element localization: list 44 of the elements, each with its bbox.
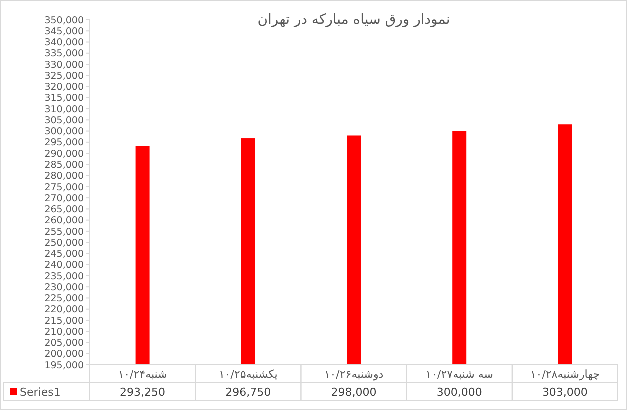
y-tick-label: 285,000 (44, 160, 84, 171)
y-tick-label: 195,000 (44, 360, 84, 372)
y-tick-label: 265,000 (44, 204, 84, 216)
y-tick-label: 350,000 (44, 15, 84, 26)
y-tick-label: 210,000 (44, 326, 84, 338)
y-tick-label: 235,000 (44, 271, 84, 282)
y-tick-label: 200,000 (44, 349, 84, 360)
y-tick-label: 305,000 (44, 115, 84, 126)
legend-label: Series1 (20, 386, 61, 399)
y-tick-label: 220,000 (44, 304, 84, 316)
y-tick-label: 230,000 (44, 282, 84, 294)
data-label: 298,000 (331, 386, 377, 399)
y-tick-label: 215,000 (44, 316, 84, 327)
y-tick-label: 310,000 (44, 104, 84, 116)
y-tick-label: 260,000 (44, 216, 84, 227)
x-tick-label: چهارشنبه۱۰/۲۸ (530, 368, 600, 381)
y-tick-label: 345,000 (44, 26, 84, 38)
y-tick-label: 245,000 (44, 249, 84, 260)
y-tick-label: 300,000 (44, 126, 84, 138)
x-tick-label: سه شنبه۱۰/۲۷ (426, 368, 494, 381)
x-tick-label: شنبه۱۰/۲۴ (118, 368, 168, 381)
y-tick-label: 205,000 (44, 338, 84, 350)
data-label: 300,000 (436, 386, 482, 399)
y-tick-label: 290,000 (44, 148, 84, 160)
y-tick-label: 330,000 (44, 60, 84, 71)
y-tick-label: 270,000 (44, 193, 84, 204)
data-label: 296,750 (226, 386, 272, 399)
y-tick-label: 340,000 (44, 38, 84, 49)
x-tick-label: دوشنبه۱۰/۲۶ (324, 368, 384, 381)
y-tick-label: 240,000 (44, 260, 84, 272)
data-label: 303,000 (542, 386, 588, 399)
y-tick-label: 315,000 (44, 93, 84, 104)
data-label: 293,250 (120, 386, 166, 399)
chart-title: نمودار ورق سیاه مبارکه در تهران (258, 12, 450, 28)
y-tick-label: 325,000 (44, 70, 84, 82)
y-tick-label: 335,000 (44, 48, 84, 60)
y-tick-label: 320,000 (44, 82, 84, 94)
y-tick-label: 275,000 (44, 182, 84, 194)
y-tick-label: 225,000 (44, 294, 84, 305)
y-tick-label: 250,000 (44, 238, 84, 249)
y-tick-label: 280,000 (44, 171, 84, 182)
y-tick-label: 295,000 (44, 138, 84, 149)
y-tick-label: 255,000 (44, 226, 84, 238)
x-tick-label: یکشنبه۱۰/۲۵ (218, 368, 278, 381)
